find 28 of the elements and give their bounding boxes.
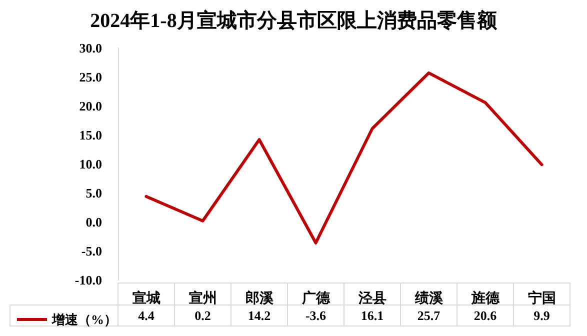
legend-label: 增速（%） bbox=[51, 312, 117, 327]
x-tick-label: 广德 bbox=[300, 290, 331, 306]
y-tick-label: 5.0 bbox=[86, 186, 102, 200]
data-label: 9.9 bbox=[534, 308, 550, 323]
x-tick-label: 宣州 bbox=[188, 290, 217, 306]
data-label: 25.7 bbox=[417, 308, 441, 323]
y-tick-label: -10.0 bbox=[74, 272, 102, 288]
data-label: 16.1 bbox=[360, 308, 384, 323]
data-label: 14.2 bbox=[248, 308, 271, 323]
data-label: 20.6 bbox=[474, 308, 498, 323]
x-tick-label: 郎溪 bbox=[245, 290, 274, 306]
chart-title: 2024年1-8月宣城市分县市区限上消费品零售额 bbox=[90, 9, 498, 32]
y-tick-label: 10.0 bbox=[79, 156, 102, 172]
y-tick-label: -5.0 bbox=[81, 244, 102, 258]
x-tick-label: 旌德 bbox=[470, 290, 500, 306]
x-tick-label: 泾县 bbox=[357, 290, 386, 306]
x-tick-label: 绩溪 bbox=[414, 290, 444, 306]
data-label: 4.4 bbox=[138, 308, 155, 323]
y-tick-label: 30.0 bbox=[79, 40, 102, 56]
x-tick-label: 宁国 bbox=[528, 290, 556, 306]
data-label: 0.2 bbox=[194, 308, 211, 323]
y-tick-label: 20.0 bbox=[79, 98, 102, 114]
line-series bbox=[144, 71, 544, 244]
y-tick-label: 0.0 bbox=[86, 214, 102, 230]
x-tick-label: 宣城 bbox=[132, 290, 160, 306]
y-tick-label: 25.0 bbox=[79, 70, 102, 84]
data-label: -3.6 bbox=[305, 308, 327, 323]
y-tick-label: 15.0 bbox=[79, 128, 102, 142]
